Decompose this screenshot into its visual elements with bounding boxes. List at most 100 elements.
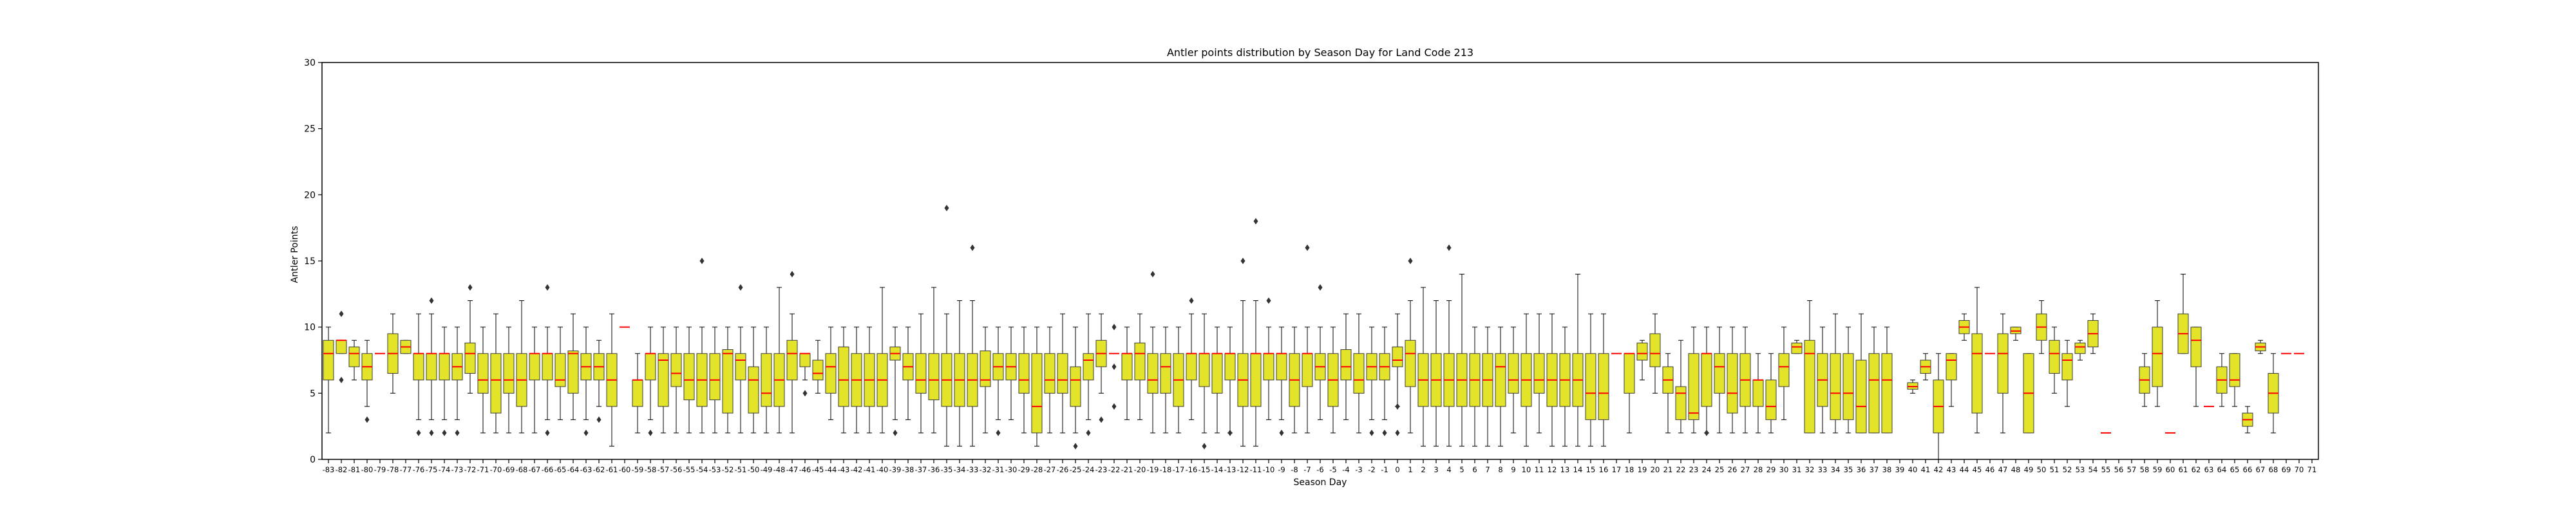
x-tick-label: -44 — [825, 465, 837, 474]
box — [786, 340, 798, 381]
box — [1946, 353, 1957, 381]
outlier-point — [802, 390, 808, 397]
x-tick-label: -23 — [1095, 465, 1108, 474]
box — [1211, 353, 1223, 394]
box — [1198, 353, 1210, 387]
box — [323, 340, 334, 381]
box — [928, 353, 940, 401]
x-tick-label: -12 — [1237, 465, 1249, 474]
box — [1868, 353, 1880, 434]
outlier-point — [996, 429, 1001, 436]
x-tick-label: -37 — [915, 465, 927, 474]
box — [1044, 353, 1056, 394]
outlier-point — [1202, 443, 1207, 450]
x-tick-label: 23 — [1689, 465, 1699, 474]
x-tick-label: 48 — [2011, 465, 2021, 474]
x-tick-label: -18 — [1160, 465, 1172, 474]
box — [1881, 353, 1893, 434]
x-tick-label: -5 — [1329, 465, 1336, 474]
outlier-point — [893, 429, 898, 436]
x-tick-label: -15 — [1198, 465, 1211, 474]
x-tick-label: 36 — [1857, 465, 1866, 474]
box — [1624, 353, 1635, 394]
outlier-point — [429, 297, 434, 304]
x-tick-label: -45 — [812, 465, 824, 474]
box — [1971, 333, 1983, 414]
x-tick-label: 4 — [1446, 465, 1451, 474]
x-tick-label: 49 — [2024, 465, 2034, 474]
box — [761, 353, 772, 407]
x-tick-label: -26 — [1057, 465, 1069, 474]
x-tick-label: -2 — [1368, 465, 1375, 474]
chart-title: Antler points distribution by Season Day… — [1167, 46, 1473, 59]
x-tick-label: -77 — [400, 465, 412, 474]
box — [1855, 360, 1867, 434]
outlier-point — [339, 376, 344, 383]
x-tick-label: -55 — [683, 465, 696, 474]
x-tick-label: -35 — [941, 465, 953, 474]
x-tick-label: 17 — [1612, 465, 1622, 474]
box — [1649, 333, 1661, 367]
x-tick-label: 21 — [1663, 465, 1673, 474]
x-tick-label: -57 — [658, 465, 670, 474]
box — [529, 353, 540, 381]
box — [2061, 353, 2073, 381]
x-tick-label: -79 — [374, 465, 386, 474]
x-tick-label: 27 — [1741, 465, 1750, 474]
outlier-point — [1253, 218, 1258, 225]
x-tick-label: 0 — [1395, 465, 1399, 474]
x-tick-label: 46 — [1985, 465, 1995, 474]
x-tick-label: -78 — [387, 465, 399, 474]
x-tick-label: 41 — [1921, 465, 1931, 474]
x-tick-label: 33 — [1818, 465, 1828, 474]
box — [1508, 353, 1519, 394]
x-tick-label: 40 — [1908, 465, 1918, 474]
box — [2152, 327, 2163, 387]
x-tick-label: -72 — [464, 465, 477, 474]
outlier-point — [596, 416, 601, 423]
box — [825, 353, 837, 394]
x-tick-label: 6 — [1472, 465, 1477, 474]
box — [2229, 353, 2240, 387]
outlier-point — [1099, 416, 1104, 423]
x-tick-label: 39 — [1895, 465, 1905, 474]
box — [799, 353, 811, 367]
box — [1714, 353, 1725, 394]
box — [1121, 353, 1133, 381]
x-tick-label: -14 — [1211, 465, 1224, 474]
outlier-point — [1395, 429, 1400, 436]
x-tick-label: 37 — [1870, 465, 1879, 474]
box — [1340, 349, 1352, 381]
outlier-point — [545, 284, 550, 291]
outlier-point — [365, 416, 370, 423]
outlier-point — [1266, 297, 1271, 304]
x-tick-label: 53 — [2076, 465, 2085, 474]
box — [1752, 379, 1764, 407]
outlier-point — [970, 244, 975, 251]
outlier-point — [442, 429, 447, 436]
outlier-point — [1382, 429, 1387, 436]
box — [336, 340, 347, 354]
x-tick-label: -59 — [632, 465, 644, 474]
box — [1302, 353, 1313, 387]
x-tick-label: -58 — [645, 465, 657, 474]
box — [1585, 353, 1596, 420]
box — [1495, 353, 1506, 407]
outlier-point — [1395, 403, 1400, 410]
x-tick-label: 22 — [1676, 465, 1686, 474]
x-tick-label: 65 — [2230, 465, 2240, 474]
x-tick-label: 10 — [1522, 465, 1531, 474]
x-tick-label: -76 — [413, 465, 425, 474]
x-tick-label: 1 — [1408, 465, 1412, 474]
x-tick-label: 31 — [1792, 465, 1802, 474]
x-tick-label: 8 — [1498, 465, 1502, 474]
x-tick-label: 25 — [1715, 465, 1725, 474]
outlier-point — [1369, 429, 1374, 436]
x-tick-label: -71 — [477, 465, 489, 474]
x-tick-label: -65 — [554, 465, 567, 474]
x-tick-label: -7 — [1303, 465, 1311, 474]
x-tick-label: -66 — [542, 465, 554, 474]
x-tick-label: -39 — [889, 465, 902, 474]
outlier-point — [1318, 284, 1323, 291]
x-tick-label: 24 — [1702, 465, 1712, 474]
